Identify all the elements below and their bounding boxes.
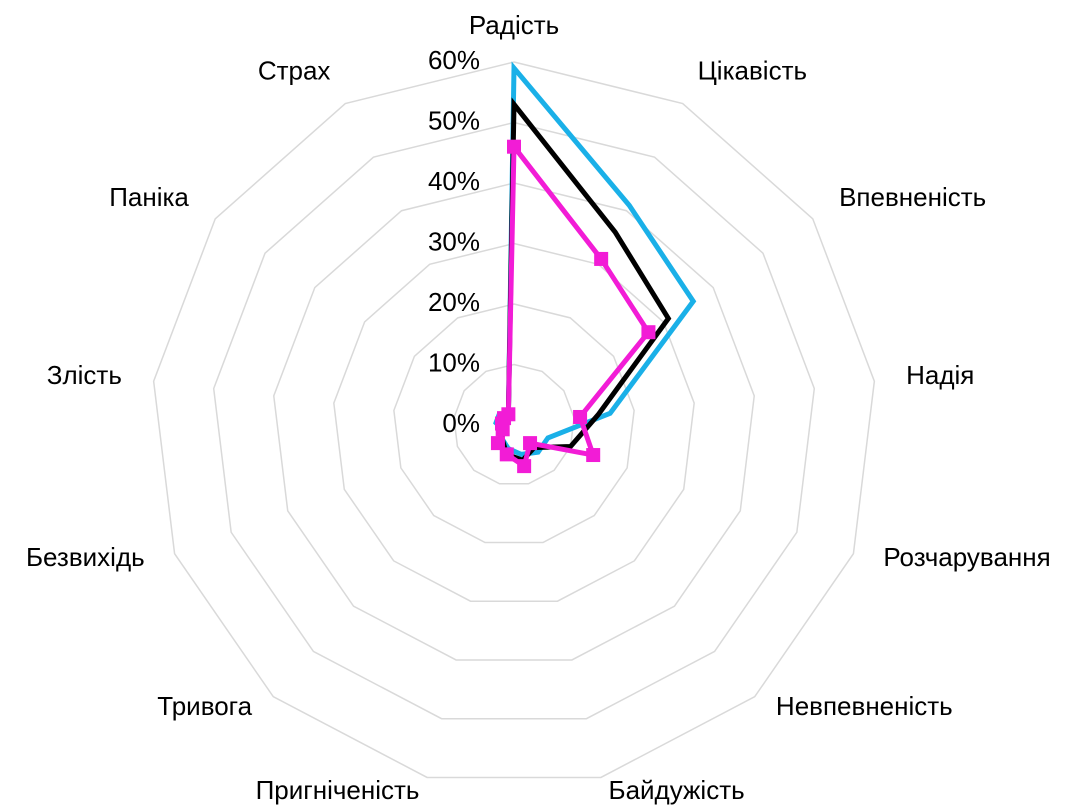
grid-ring (393, 303, 635, 544)
grid-ring (212, 121, 816, 720)
grid-ring (333, 242, 695, 602)
marker (499, 447, 514, 462)
category-label: Злість (47, 360, 122, 390)
marker (523, 436, 538, 451)
category-label: Безвихідь (26, 542, 145, 572)
axis-tick-label: 40% (428, 166, 480, 196)
marker (517, 459, 532, 474)
marker (641, 325, 656, 340)
grid-ring (152, 61, 876, 779)
grid-ring (453, 363, 575, 485)
marker (507, 139, 521, 154)
category-label: Впевненість (839, 182, 986, 212)
category-label: Радість (469, 10, 559, 40)
category-label: Цікавість (698, 55, 807, 85)
axis-tick-label: 50% (428, 105, 480, 135)
category-label: Розчарування (883, 542, 1050, 572)
category-label: Паніка (109, 182, 189, 212)
marker (586, 448, 601, 463)
grid-ring (272, 182, 756, 661)
category-label: Невпевненість (776, 691, 953, 721)
category-label: Пригніченість (256, 775, 420, 805)
category-label: Тривога (157, 691, 252, 721)
axis-tick-label: 0% (442, 408, 480, 438)
category-label: Страх (258, 55, 331, 85)
marker (594, 251, 609, 266)
axis-tick-label: 30% (428, 226, 480, 256)
marker (501, 407, 516, 422)
category-label: Байдужість (609, 775, 745, 805)
axis-tick-label: 60% (428, 45, 480, 75)
axis-tick-label: 10% (428, 347, 480, 377)
category-label: Надія (906, 360, 974, 390)
axis-tick-label: 20% (428, 287, 480, 317)
marker (573, 409, 588, 424)
marker (490, 436, 505, 451)
